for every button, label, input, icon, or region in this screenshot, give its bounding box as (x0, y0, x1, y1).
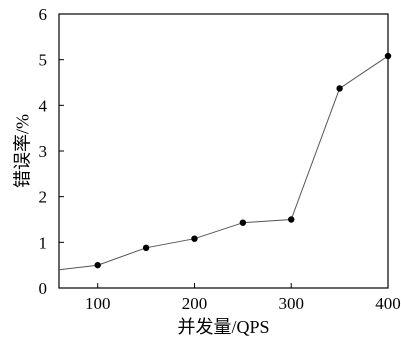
data-point (142, 244, 150, 252)
data-point (288, 216, 295, 223)
x-tick-label: 300 (278, 294, 304, 313)
y-axis-title: 错误率/% (12, 114, 32, 188)
data-point (239, 219, 247, 226)
data-point (336, 85, 343, 92)
y-tick-label: 2 (39, 188, 48, 207)
plot-area: 0 1 2 3 4 5 6 100 200 300 400 (39, 5, 401, 313)
data-point (94, 261, 101, 269)
data-point (384, 52, 392, 60)
y-tick-label: 4 (39, 96, 48, 115)
x-tick-label: 100 (85, 294, 111, 313)
series-line (58, 55, 389, 271)
y-tick-label: 3 (39, 142, 48, 161)
data-point (191, 235, 198, 242)
y-tick-label: 6 (39, 5, 48, 24)
x-tick-label: 400 (375, 294, 401, 313)
y-tick-label: 1 (39, 233, 48, 252)
y-tick-label: 0 (39, 279, 48, 298)
x-axis-title: 并发量/QPS (177, 317, 269, 337)
y-tick-label: 5 (39, 51, 48, 70)
x-tick-label: 200 (182, 294, 208, 313)
plot-frame (58, 13, 389, 289)
